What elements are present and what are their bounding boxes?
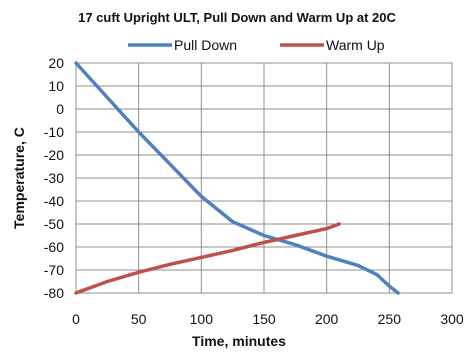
- x-tick-label: 50: [131, 311, 147, 327]
- legend-label-warm-up: Warm Up: [326, 37, 385, 53]
- x-tick-label: 300: [440, 311, 464, 327]
- series-line-pull-down: [74, 61, 400, 295]
- y-axis-ticks: 20 10 0 -10 -20 -30 -40 -50 -60 -70 -80: [44, 55, 64, 301]
- y-tick-label: 0: [56, 101, 64, 117]
- y-tick-label: -80: [44, 285, 64, 301]
- series-line-warm-up: [74, 222, 341, 295]
- plot-area: [75, 62, 453, 294]
- x-tick-label: 100: [190, 311, 214, 327]
- y-tick-label: -70: [44, 262, 64, 278]
- y-tick-label: 10: [48, 78, 64, 94]
- x-tick-label: 150: [252, 311, 276, 327]
- legend: Pull Down Warm Up: [128, 37, 385, 53]
- x-axis-title: Time, minutes: [192, 333, 286, 349]
- y-tick-label: -60: [44, 239, 64, 255]
- x-tick-label: 250: [378, 311, 402, 327]
- y-tick-label: -50: [44, 216, 64, 232]
- chart-title: 17 cuft Upright ULT, Pull Down and Warm …: [78, 10, 396, 25]
- x-axis-ticks: 0 50 100 150 200 250 300: [72, 311, 464, 327]
- grid: [75, 62, 453, 294]
- y-tick-label: -30: [44, 170, 64, 186]
- y-tick-label: -20: [44, 147, 64, 163]
- x-tick-label: 0: [72, 311, 80, 327]
- y-tick-label: -10: [44, 124, 64, 140]
- x-tick-label: 200: [315, 311, 339, 327]
- legend-label-pull-down: Pull Down: [174, 37, 237, 53]
- y-axis-title: Temperature, C: [11, 127, 27, 229]
- series: [74, 61, 400, 295]
- y-tick-label: -40: [44, 193, 64, 209]
- y-tick-label: 20: [48, 55, 64, 71]
